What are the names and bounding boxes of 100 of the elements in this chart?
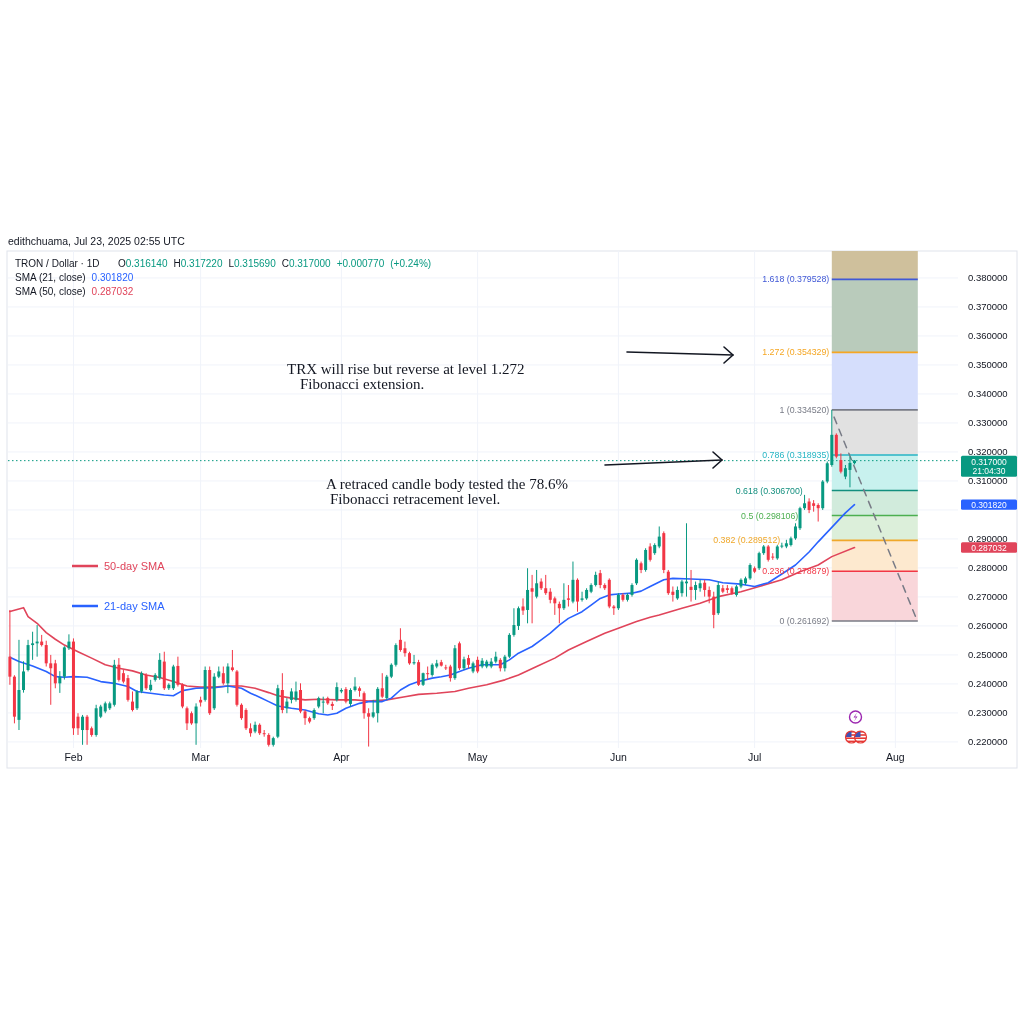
ref-line-label: 0.5 (0.298106) [741, 510, 799, 521]
candlestick [126, 674, 130, 703]
y-tick-label: 0.290000 [968, 532, 1008, 544]
annotation: A retraced candle body tested the 78.6% Fibonacci retracement level. [326, 476, 568, 507]
candlestick [512, 607, 516, 638]
candlestick [417, 659, 421, 687]
candlestick [694, 581, 698, 601]
candlestick [712, 591, 716, 629]
text: 0.301820 [971, 499, 1007, 510]
candlestick [58, 670, 62, 694]
candlestick [816, 502, 820, 523]
ref-line-label: 1.618 (0.379528) [762, 274, 830, 285]
candlestick [335, 681, 339, 703]
candlestick [81, 714, 85, 746]
annotation: SMA (50, close) 0.287032 [15, 286, 134, 297]
candlestick [544, 574, 548, 596]
candlestick [403, 641, 407, 658]
candlestick [280, 672, 284, 714]
x-tick-label: Mar [191, 750, 211, 763]
candlestick [730, 585, 734, 596]
y-tick-label: 0.350000 [968, 359, 1008, 370]
candlestick [353, 676, 357, 692]
candlestick [385, 674, 389, 701]
y-tick-label: 0.380000 [968, 272, 1008, 284]
ref-line-label: 0.317000 [971, 456, 1007, 467]
line-series [9, 546, 856, 702]
x-tick-label: Feb [64, 750, 83, 763]
candlestick [303, 709, 307, 726]
ref-line-label: 1 (0.334520) [779, 404, 830, 415]
candlestick [394, 642, 398, 668]
candlestick [299, 682, 303, 714]
candlestick [140, 670, 144, 694]
candlestick [507, 632, 511, 659]
x-tick-label: Apr [333, 750, 351, 763]
candlestick [117, 657, 121, 683]
x-tick-label: Aug [886, 750, 905, 763]
candlestick [194, 702, 198, 746]
candlestick [426, 666, 430, 681]
candlestick [689, 569, 693, 603]
annotation: SMA (21, close) 0.301820 [15, 272, 134, 283]
candlestick [22, 660, 26, 694]
y-tick-label: 0.260000 [968, 619, 1008, 631]
candlestick [535, 569, 539, 599]
candlestick [85, 714, 89, 746]
candlestick [398, 627, 402, 653]
candlestick [362, 690, 366, 720]
candlestick [44, 640, 48, 668]
text: O0.316140 H0.317220 L0.315690 C0.317000 +0.000770 (+0.24%) [118, 258, 432, 269]
candlestick [230, 649, 234, 672]
text: 0.287032 [971, 542, 1007, 553]
candlestick [285, 697, 289, 714]
candlestick [644, 547, 648, 573]
x-tick-label: Jul [747, 750, 762, 763]
legend-label: 21-day SMA [104, 599, 166, 612]
y-tick-label: 0.330000 [968, 416, 1008, 428]
candlestick [757, 551, 761, 571]
candlestick [49, 654, 53, 706]
text: 21:04:30 [972, 466, 1006, 477]
candlestick [8, 609, 12, 686]
candlestick [226, 662, 230, 694]
ref-line-label: 0 (0.261692) [779, 616, 830, 627]
candlestick [171, 664, 175, 691]
y-tick-label: 0.280000 [968, 561, 1008, 573]
candlestick [367, 707, 371, 748]
candlestick [553, 596, 557, 616]
candlestick [566, 584, 570, 607]
y-tick-label: 0.310000 [968, 474, 1008, 486]
candlestick [557, 601, 561, 624]
candlestick [576, 577, 580, 613]
candlestick [657, 525, 661, 549]
candlestick [412, 654, 416, 666]
candlestick [244, 707, 248, 731]
x-tick-label: May [467, 750, 489, 763]
candlestick [698, 579, 702, 593]
candlestick [839, 452, 843, 474]
y-tick-label: 0.270000 [968, 590, 1008, 602]
annotation: TRX will rise but reverse at level 1.272 Fibonacci extension. [287, 361, 525, 392]
text: TRON / Dollar · 1D [15, 258, 100, 269]
candlestick [571, 561, 575, 604]
y-tick-label: 0.220000 [968, 735, 1008, 747]
candlestick [521, 597, 525, 616]
x-tick-label: Jun [609, 750, 627, 763]
candlestick [131, 690, 134, 712]
candlestick [31, 631, 35, 661]
candlestick [666, 569, 670, 596]
y-tick-label: 0.230000 [968, 706, 1008, 718]
candlestick [380, 672, 384, 699]
legend-label: 50-day SMA [104, 559, 166, 572]
y-tick-label: 0.320000 [968, 445, 1008, 457]
candlestick [76, 712, 80, 736]
candlestick [648, 542, 652, 563]
candlestick [526, 567, 530, 624]
candlestick [580, 591, 584, 603]
candlestick [621, 592, 625, 603]
candlestick [834, 432, 838, 459]
candlestick [598, 569, 602, 589]
y-tick-label: 0.250000 [968, 648, 1008, 660]
candlestick [562, 582, 566, 611]
candlestick [135, 689, 139, 711]
candlestick [185, 706, 189, 731]
